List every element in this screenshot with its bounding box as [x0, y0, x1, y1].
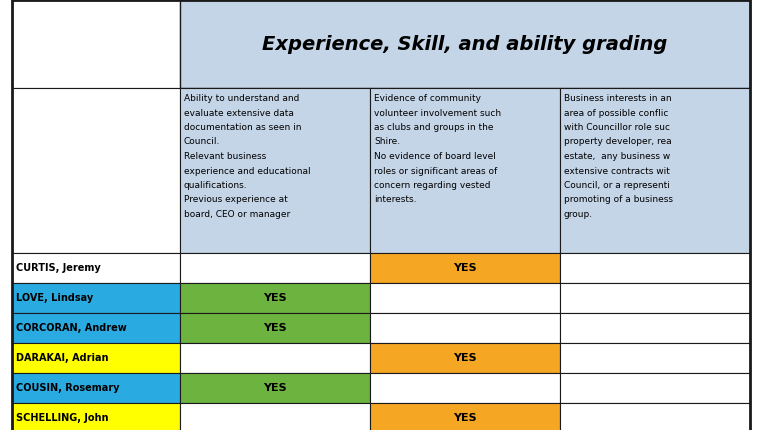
Text: SCHELLING, John: SCHELLING, John	[16, 413, 108, 423]
Bar	[180, 0, 750, 88]
Text: YES: YES	[263, 293, 286, 303]
Text: area of possible conflic: area of possible conflic	[564, 108, 668, 117]
Bar	[180, 88, 370, 253]
Bar	[560, 343, 750, 373]
Text: documentation as seen in: documentation as seen in	[184, 123, 302, 132]
Bar	[12, 0, 180, 88]
Text: COUSIN, Rosemary: COUSIN, Rosemary	[16, 383, 119, 393]
Text: evaluate extensive data: evaluate extensive data	[184, 108, 294, 117]
Text: as clubs and groups in the: as clubs and groups in the	[374, 123, 494, 132]
Text: YES: YES	[263, 383, 286, 393]
Bar	[370, 373, 560, 403]
Bar	[370, 253, 560, 283]
Text: Ability to understand and: Ability to understand and	[184, 94, 299, 103]
Bar	[560, 283, 750, 313]
Text: Evidence of community: Evidence of community	[374, 94, 481, 103]
Bar	[370, 283, 560, 313]
Text: estate,  any business w: estate, any business w	[564, 152, 670, 161]
Bar	[12, 373, 180, 403]
Text: YES: YES	[453, 353, 477, 363]
Text: DARAKAI, Adrian: DARAKAI, Adrian	[16, 353, 108, 363]
Bar	[560, 253, 750, 283]
Bar	[370, 313, 560, 343]
Bar	[12, 253, 180, 283]
Text: Council.: Council.	[184, 138, 220, 147]
Text: roles or significant areas of: roles or significant areas of	[374, 166, 497, 175]
Bar	[560, 88, 750, 253]
Text: Experience, Skill, and ability grading: Experience, Skill, and ability grading	[262, 34, 668, 53]
Text: volunteer involvement such: volunteer involvement such	[374, 108, 501, 117]
Bar	[12, 343, 180, 373]
Bar	[180, 373, 370, 403]
Text: YES: YES	[453, 263, 477, 273]
Bar	[370, 88, 560, 253]
Bar	[180, 403, 370, 430]
Bar	[12, 88, 180, 253]
Text: YES: YES	[263, 323, 286, 333]
Text: property developer, rea: property developer, rea	[564, 138, 672, 147]
Text: Shire.: Shire.	[374, 138, 400, 147]
Text: YES: YES	[453, 413, 477, 423]
Bar	[180, 283, 370, 313]
Bar	[180, 313, 370, 343]
Text: CURTIS, Jeremy: CURTIS, Jeremy	[16, 263, 101, 273]
Bar	[370, 343, 560, 373]
Text: No evidence of board level: No evidence of board level	[374, 152, 496, 161]
Bar	[370, 403, 560, 430]
Text: experience and educational: experience and educational	[184, 166, 311, 175]
Bar	[560, 403, 750, 430]
Text: Relevant business: Relevant business	[184, 152, 266, 161]
Text: Previous experience at: Previous experience at	[184, 196, 288, 205]
Text: with Councillor role suc: with Councillor role suc	[564, 123, 670, 132]
Text: promoting of a business: promoting of a business	[564, 196, 673, 205]
Text: Business interests in an: Business interests in an	[564, 94, 672, 103]
Text: concern regarding vested: concern regarding vested	[374, 181, 490, 190]
Bar	[560, 373, 750, 403]
Text: CORCORAN, Andrew: CORCORAN, Andrew	[16, 323, 127, 333]
Bar	[180, 253, 370, 283]
Bar	[560, 313, 750, 343]
Bar	[12, 403, 180, 430]
Text: board, CEO or manager: board, CEO or manager	[184, 210, 290, 219]
Text: group.: group.	[564, 210, 593, 219]
Text: Council, or a representi: Council, or a representi	[564, 181, 670, 190]
Text: qualifications.: qualifications.	[184, 181, 248, 190]
Bar	[180, 343, 370, 373]
Bar	[12, 313, 180, 343]
Text: extensive contracts wit: extensive contracts wit	[564, 166, 670, 175]
Text: LOVE, Lindsay: LOVE, Lindsay	[16, 293, 93, 303]
Bar	[12, 283, 180, 313]
Text: interests.: interests.	[374, 196, 416, 205]
